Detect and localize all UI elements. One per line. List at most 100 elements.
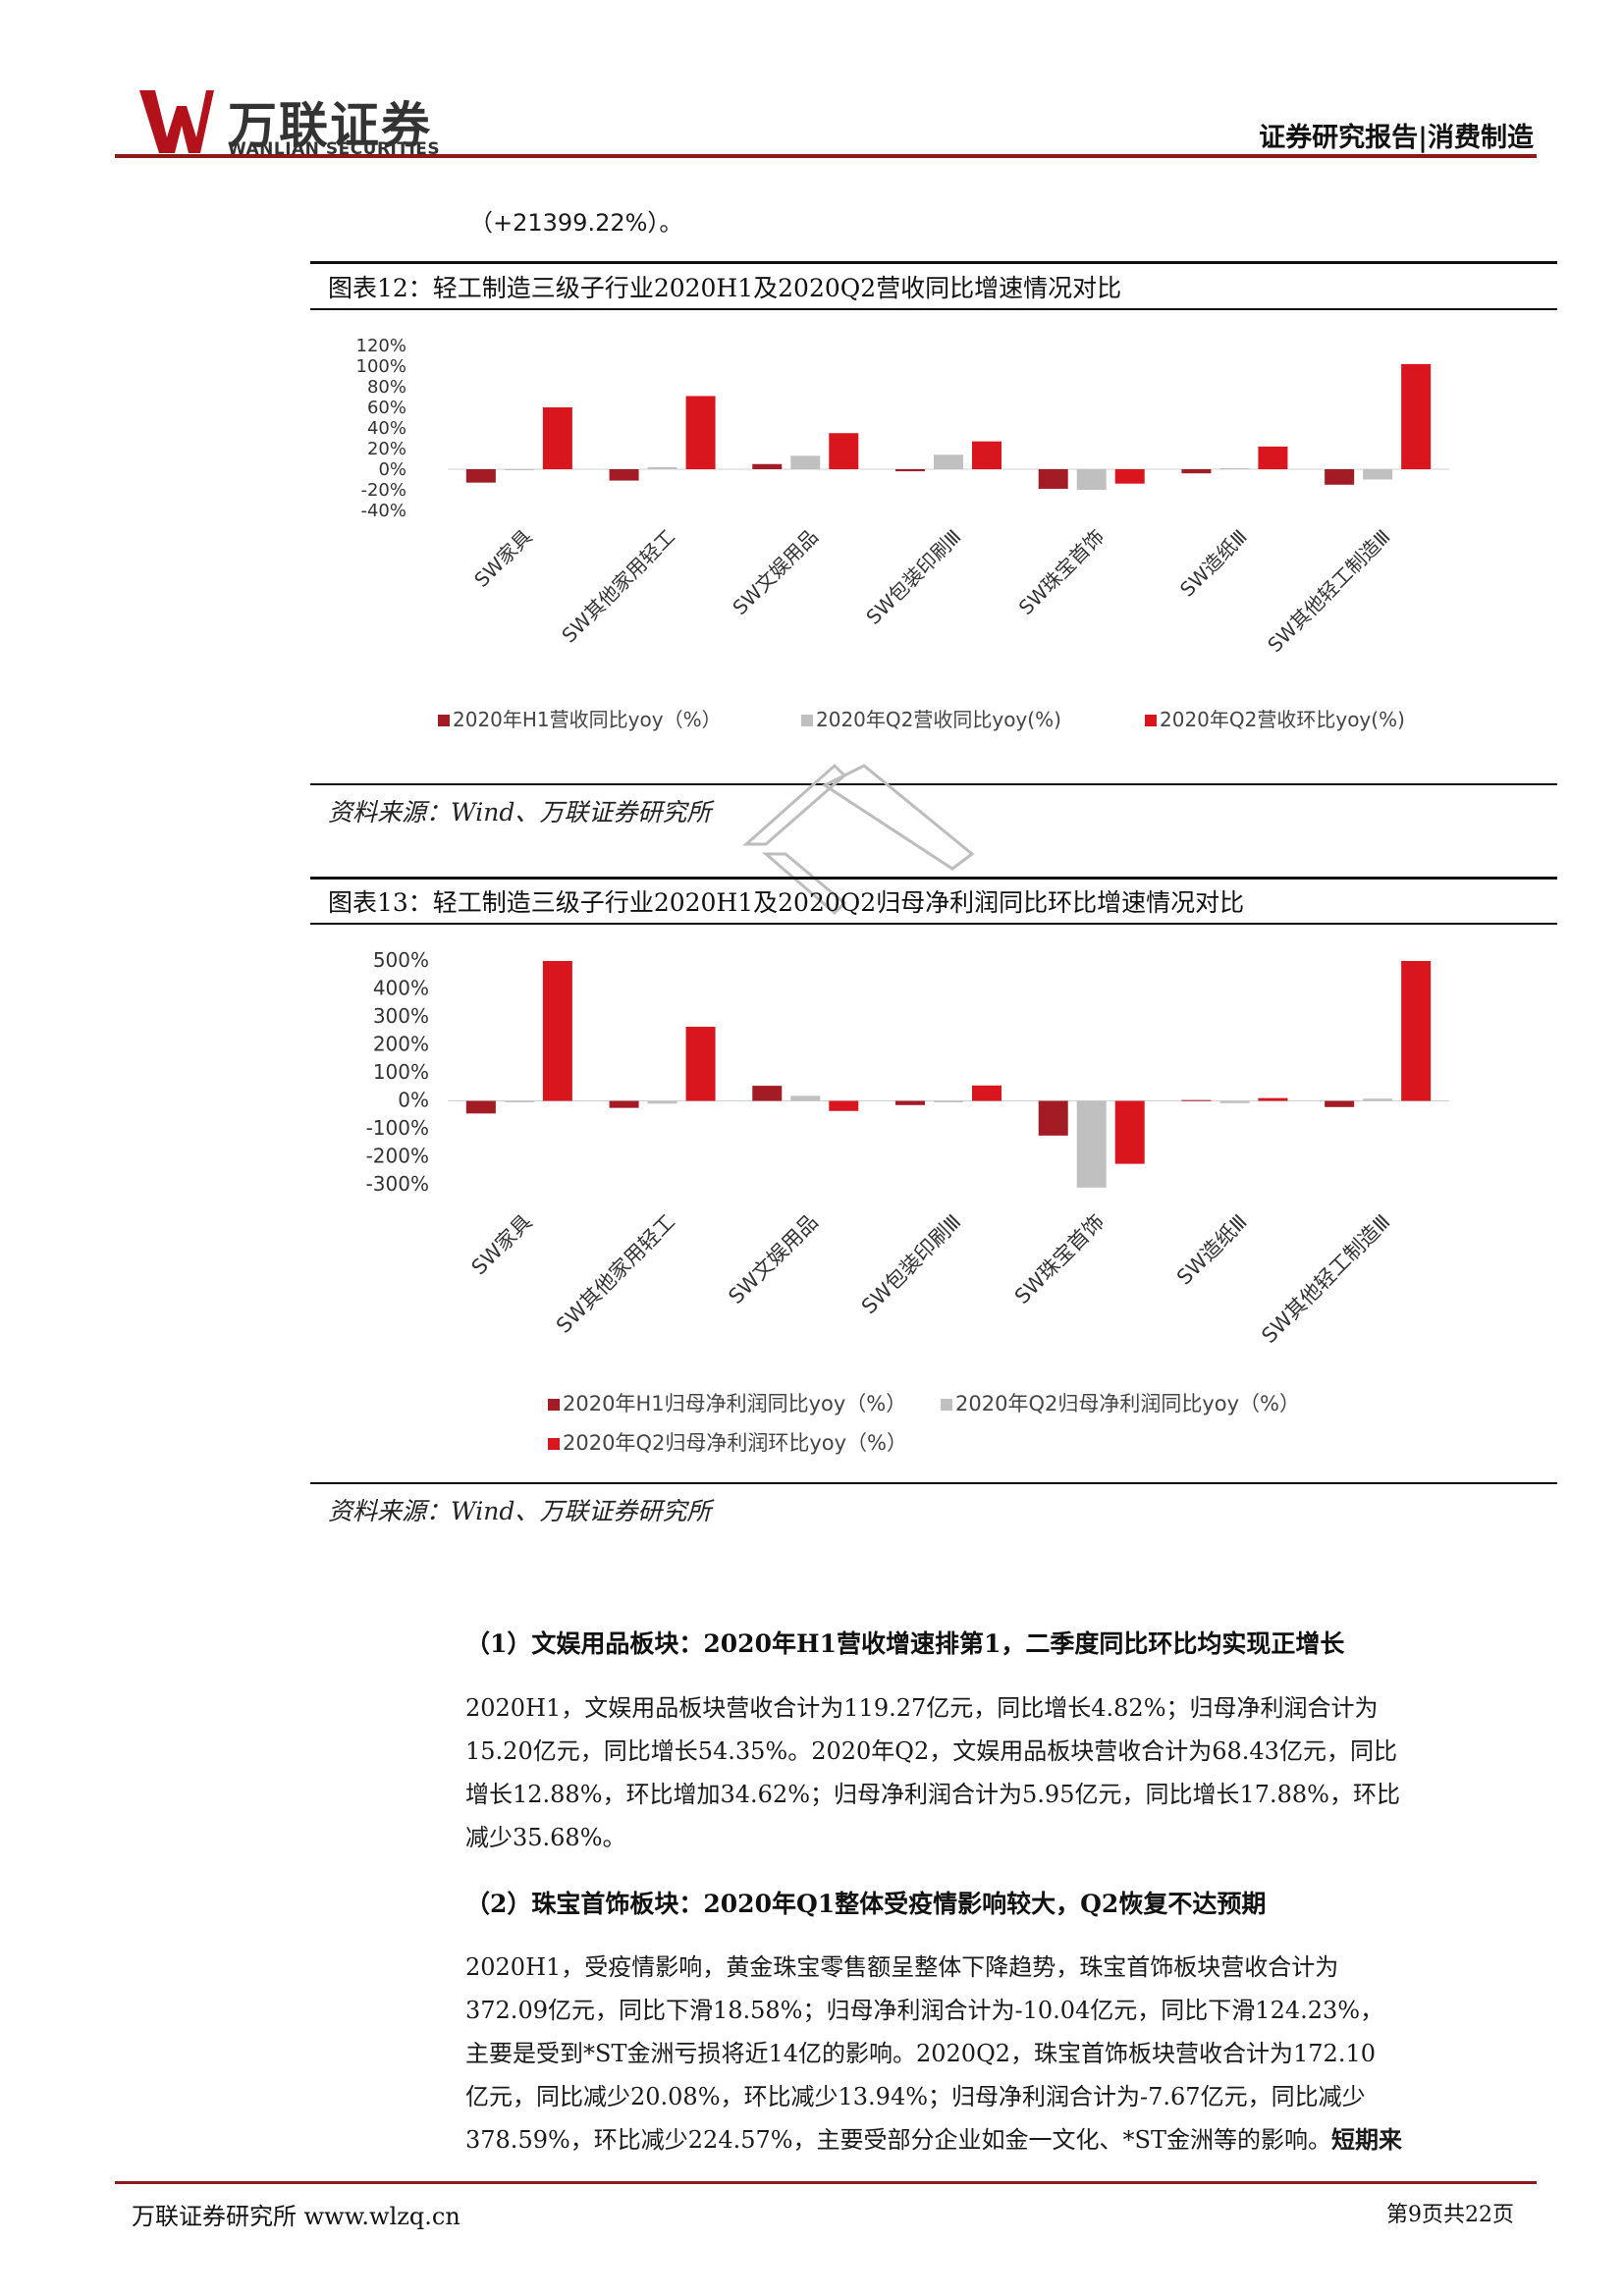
bar: [465, 469, 496, 483]
x-category-label: SW包装印刷Ⅲ: [857, 1210, 966, 1319]
y-tick-label: 0%: [378, 459, 406, 480]
y-tick-label: 100%: [373, 1060, 429, 1084]
bar: [1219, 467, 1250, 469]
header-divider: [115, 154, 1537, 158]
logo-chinese-name: 万联证券: [228, 97, 432, 154]
y-tick-label: 40%: [367, 418, 406, 439]
section1-line: 2020H1，文娱用品板块营收合计为119.27亿元，同比增长4.82%；归母净…: [465, 1694, 1379, 1722]
bar: [542, 407, 572, 469]
y-tick-label: 20%: [367, 439, 406, 459]
bar: [1363, 1098, 1393, 1101]
y-tick-label: 200%: [373, 1033, 429, 1056]
bar: [685, 396, 716, 469]
bar: [1401, 961, 1432, 1101]
figure13-chart: 500% 400% 300% 200% 100% 0% -100% -200% -300% SW家…: [366, 948, 1449, 1455]
bar: [752, 1086, 783, 1101]
section1-heading: （1）文娱用品板块：2020年H1营收增速排第1，二季度同比环比均实现正增长: [465, 1629, 1345, 1658]
bar: [1076, 469, 1107, 490]
footer-source: 万联证券研究所 www.wlzq.cn: [132, 2203, 460, 2230]
bar: [1076, 1100, 1107, 1188]
section2-line: 主要是受到*ST金洲亏损将近14亿的影响。2020Q2，珠宝首饰板块营收合计为1…: [465, 2040, 1376, 2067]
legend-swatch: [548, 1399, 560, 1411]
y-tick-label: 0%: [398, 1089, 429, 1112]
bar: [1181, 1099, 1212, 1101]
bar: [934, 454, 963, 469]
section2-line: 372.09亿元，同比下滑18.58%；归母净利润合计为-10.04亿元，同比下…: [465, 1997, 1384, 2024]
y-tick-label: 80%: [367, 377, 406, 398]
bar: [752, 463, 783, 469]
bar: [1181, 469, 1212, 474]
bar: [972, 1085, 1001, 1101]
bar: [1401, 363, 1432, 469]
x-category-label: SW家具: [467, 1210, 537, 1280]
section2-paragraph: 2020H1，受疫情影响，黄金珠宝零售额呈整体下降趋势，珠宝首饰板块营收合计为 …: [465, 1946, 1526, 2162]
bar: [647, 1100, 677, 1104]
section2-line-text: 378.59%，环比减少224.57%，主要受部分企业如金一文化、*ST金洲等的…: [465, 2126, 1332, 2154]
legend-label: 2020年Q2营收环比yoy(%): [1160, 708, 1405, 731]
section2-line: 亿元，同比减少20.08%，环比减少13.94%；归母净利润合计为-7.67亿元…: [465, 2083, 1366, 2110]
x-category-label: SW珠宝首饰: [1010, 1210, 1109, 1308]
bar: [790, 455, 821, 469]
bar: [465, 1100, 496, 1114]
watermark-shape: [742, 763, 975, 916]
bar: [609, 469, 639, 481]
bar: [1114, 1100, 1145, 1164]
bar: [542, 961, 572, 1101]
section1-line: 减少35.68%。: [465, 1824, 626, 1851]
bar: [934, 1100, 963, 1102]
bar: [1114, 469, 1145, 484]
y-tick-label: 60%: [367, 398, 406, 418]
section2-heading: （2）珠宝首饰板块：2020年Q1整体受疫情影响较大，Q2恢复不达预期: [465, 1890, 1267, 1918]
legend-swatch: [438, 715, 450, 726]
section2-line: 2020H1，受疫情影响，黄金珠宝零售额呈整体下降趋势，珠宝首饰板块营收合计为: [465, 1953, 1339, 1981]
y-tick-label: -200%: [366, 1145, 429, 1168]
y-tick-label: 300%: [373, 1004, 429, 1028]
bar: [1038, 469, 1068, 489]
x-category-label: SW珠宝首饰: [1014, 525, 1110, 620]
bar: [1258, 1097, 1288, 1101]
bar: [685, 1026, 716, 1101]
bar: [609, 1100, 639, 1108]
figure12-top-rule: [310, 261, 1557, 264]
figure13-title-rule: [310, 923, 1557, 925]
bar: [1219, 1100, 1250, 1103]
report-category: 证券研究报告|消费制造: [1259, 123, 1534, 153]
section1-line: 增长12.88%，环比增加34.62%；归母净利润合计为5.95亿元，同比增长1…: [465, 1781, 1400, 1808]
legend-label: 2020年H1归母净利润同比yoy（%）: [563, 1392, 906, 1415]
section1-paragraph: 2020H1，文娱用品板块营收合计为119.27亿元，同比增长4.82%；归母净…: [465, 1686, 1526, 1859]
bar: [1325, 1100, 1355, 1107]
section1-line: 15.20亿元，同比增长54.35%。2020年Q2，文娱用品板块营收合计为68…: [465, 1737, 1397, 1765]
bar: [790, 1095, 821, 1101]
bar: [895, 469, 925, 472]
x-category-label: SW造纸Ⅲ: [1172, 1210, 1252, 1290]
section2-line-last: 378.59%，环比减少224.57%，主要受部分企业如金一文化、*ST金洲等的…: [465, 2118, 1526, 2162]
figure13-top-rule: [310, 877, 1557, 880]
bar: [1363, 469, 1393, 480]
x-category-label: SW家具: [469, 525, 536, 592]
continuation-text: （+21399.22%）。: [469, 209, 683, 237]
y-tick-label: -100%: [366, 1116, 429, 1140]
y-tick-label: -40%: [360, 501, 406, 521]
bar: [1325, 469, 1355, 485]
legend-label: 2020年H1营收同比yoy（%）: [453, 708, 722, 731]
bar: [1258, 446, 1288, 469]
legend-label: 2020年Q2营收同比yoy(%): [816, 708, 1061, 731]
page-number: 第9页共22页: [1386, 2203, 1514, 2227]
figure12-source: 资料来源：Wind、万联证券研究所: [328, 798, 712, 827]
y-tick-label: -20%: [360, 480, 406, 501]
bar: [829, 1100, 859, 1111]
x-category-label: SW其他家用轻工: [552, 1210, 679, 1338]
y-tick-label: -300%: [366, 1172, 429, 1196]
section2-bold-tail: 短期来: [1331, 2125, 1403, 2154]
company-logo: 万联证券 WANLIAN SECURITIES: [137, 86, 461, 159]
y-tick-label: 400%: [373, 977, 429, 1000]
bar: [1038, 1100, 1068, 1136]
bar: [504, 1100, 534, 1102]
x-category-label: SW文娱用品: [728, 525, 823, 620]
footer-divider: [115, 2181, 1537, 2184]
bar: [972, 441, 1001, 469]
figure12-chart: 120%100%80%60%40%20%0%-20%-40% SW家具 SW其他家用…: [356, 336, 1449, 731]
legend-swatch: [548, 1438, 560, 1450]
figure12-bottom-rule: [310, 783, 1557, 785]
legend-swatch: [1145, 715, 1157, 726]
